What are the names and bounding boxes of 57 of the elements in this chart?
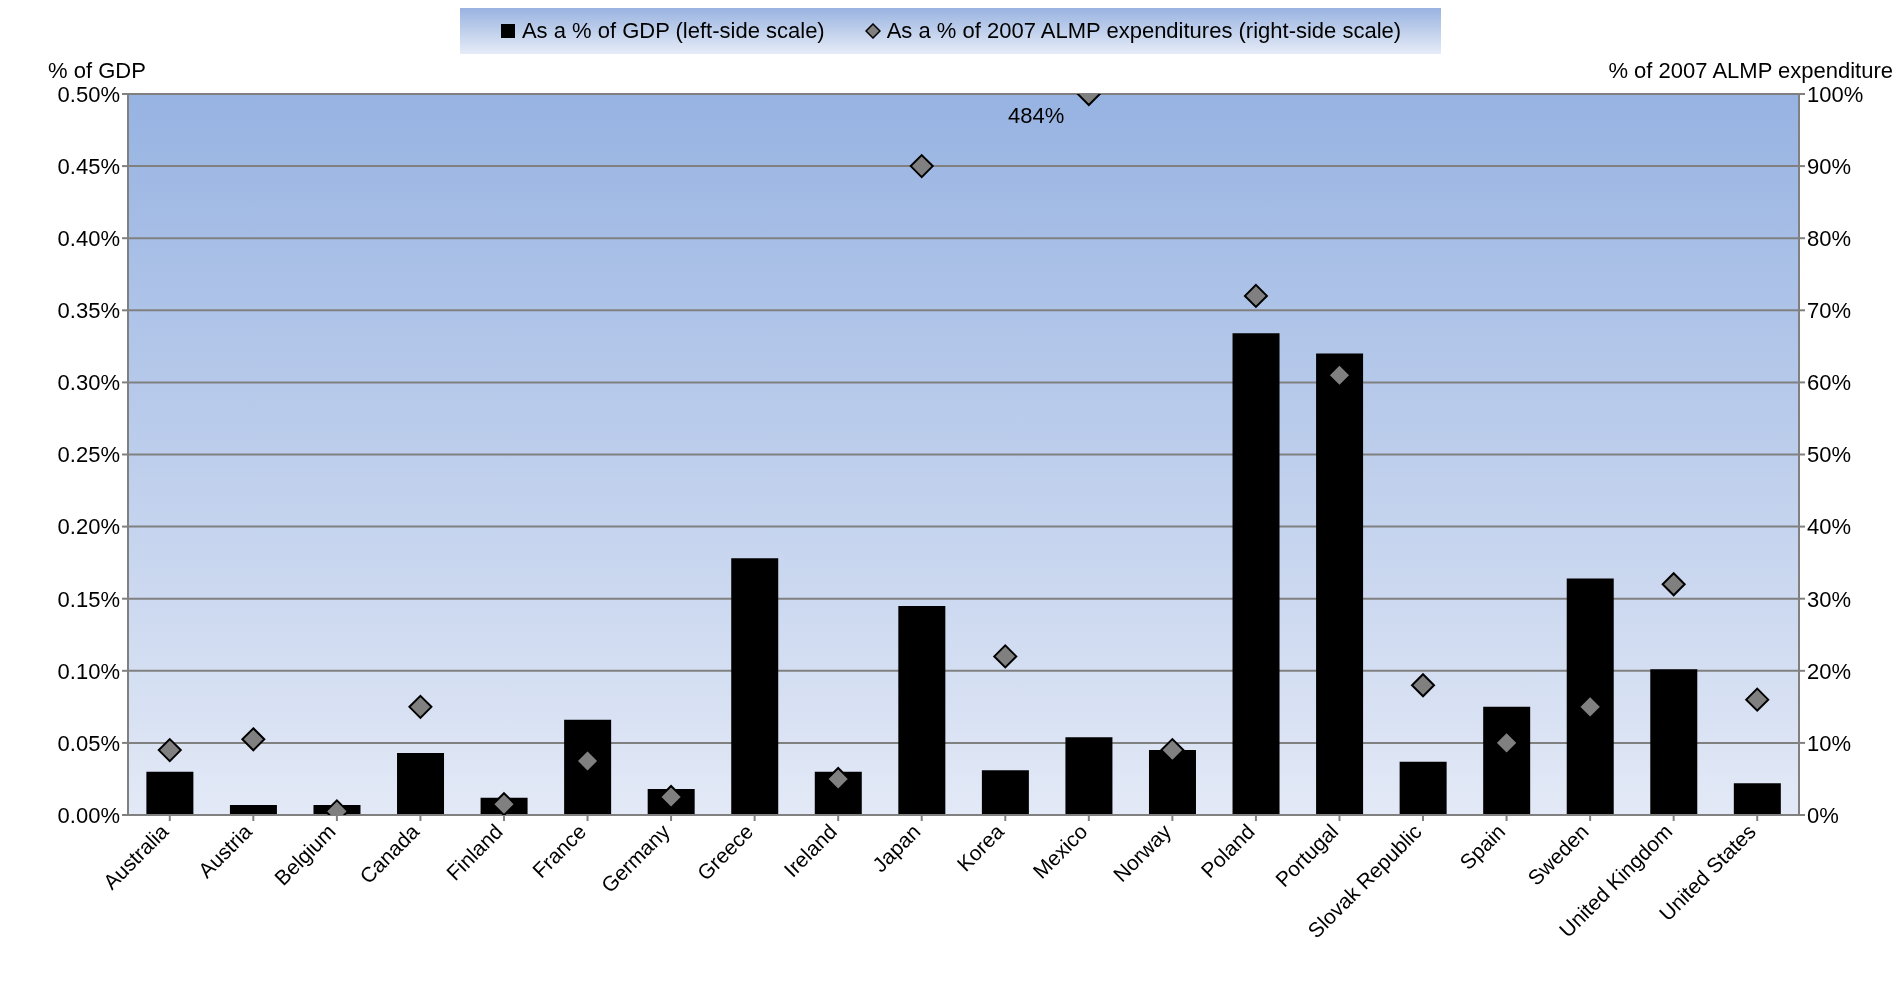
point [993, 644, 1018, 669]
bar [1065, 737, 1113, 815]
y2-tick-label: 10% [1807, 730, 1852, 756]
bar [1566, 578, 1614, 815]
point [1243, 283, 1268, 308]
y-tick-label: 0.10% [57, 658, 120, 684]
point [1494, 730, 1519, 755]
point [491, 792, 516, 815]
y-tick-label: 0.30% [57, 370, 120, 396]
bar [1650, 669, 1698, 815]
point [1327, 363, 1352, 388]
bar [898, 605, 946, 815]
y2-tick-label: 60% [1807, 370, 1852, 396]
y-tick-label: 0.35% [57, 298, 120, 324]
y2-axis-title: % of 2007 ALMP expenditure [1608, 58, 1893, 84]
point [659, 784, 684, 809]
bar [146, 771, 194, 815]
y-tick-label: 0.45% [57, 153, 120, 179]
y-tick-label: 0.15% [57, 586, 120, 612]
y-tick-label: 0.40% [57, 226, 120, 252]
annotation: 484% [1008, 103, 1065, 129]
bar [1399, 761, 1447, 815]
bar [1483, 706, 1531, 815]
y-tick-label: 0.00% [57, 802, 120, 828]
y2-tick-label: 0% [1807, 802, 1839, 828]
y2-tick-label: 90% [1807, 153, 1852, 179]
legend-label: As a % of GDP (left-side scale) [520, 18, 825, 44]
bar [731, 558, 779, 815]
point [157, 738, 182, 763]
y2-tick-label: 20% [1807, 658, 1852, 684]
point [826, 766, 851, 791]
bar [1316, 353, 1364, 815]
bar [397, 752, 445, 815]
legend-label: As a % of 2007 ALMP expenditures (right-side scale) [885, 18, 1402, 44]
point [1160, 738, 1185, 763]
point [1411, 673, 1436, 698]
bar [1733, 783, 1781, 815]
point [241, 727, 266, 752]
point [1578, 694, 1603, 719]
y2-tick-label: 80% [1807, 226, 1852, 252]
bar [1232, 333, 1280, 815]
y2-tick-label: 100% [1807, 81, 1864, 107]
bar [981, 770, 1029, 815]
y2-tick-label: 70% [1807, 298, 1852, 324]
point [1661, 572, 1686, 597]
y-tick-label: 0.25% [57, 442, 120, 468]
point [1745, 687, 1770, 712]
y-tick-label: 0.20% [57, 514, 120, 540]
point [408, 694, 433, 719]
y-axis-title: % of GDP [48, 58, 146, 84]
bar [564, 719, 612, 815]
y2-tick-label: 40% [1807, 514, 1852, 540]
y-tick-label: 0.50% [57, 81, 120, 107]
y-tick-label: 0.05% [57, 730, 120, 756]
y2-tick-label: 50% [1807, 442, 1852, 468]
point [909, 154, 934, 179]
y2-tick-label: 30% [1807, 586, 1852, 612]
